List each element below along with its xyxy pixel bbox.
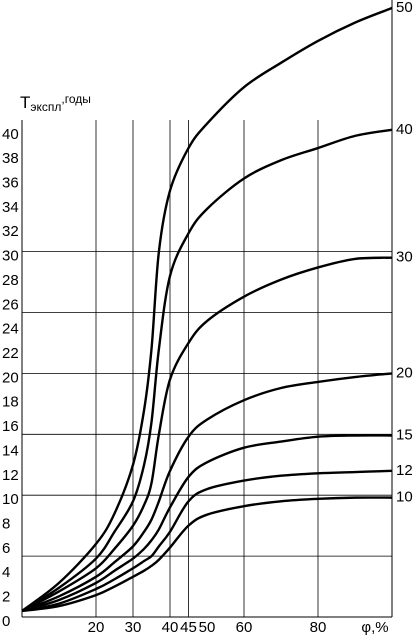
y-tick-label: 18 xyxy=(2,394,19,411)
series-label: 10 xyxy=(396,489,413,506)
y-tick-label: 10 xyxy=(2,491,19,508)
x-tick-label: 45 xyxy=(180,619,197,636)
y-tick-label: 2 xyxy=(2,589,10,606)
y-axis-label: Тэкспл,годы xyxy=(20,92,91,114)
series-label: 30 xyxy=(396,249,413,266)
y-tick-label: 38 xyxy=(2,150,19,167)
y-label-main: Т xyxy=(20,93,30,112)
y-tick-label: 26 xyxy=(2,296,19,313)
series-label: 20 xyxy=(396,364,413,381)
x-tick-label: 60 xyxy=(236,619,253,636)
y-tick-label: 8 xyxy=(2,516,10,533)
x-tick-label: 20 xyxy=(88,619,105,636)
x-tick-label: 30 xyxy=(125,619,142,636)
y-tick-label: 28 xyxy=(2,272,19,289)
series-label: 40 xyxy=(396,121,413,138)
x-axis-label: φ,% xyxy=(361,619,388,636)
y-label-sub: экспл xyxy=(30,100,61,114)
y-tick-label: 22 xyxy=(2,345,19,362)
curve xyxy=(21,434,393,613)
series-label: 12 xyxy=(396,462,413,479)
x-tick-label: 40 xyxy=(162,619,179,636)
y-tick-label: 40 xyxy=(2,126,19,143)
series-label: 50 xyxy=(396,0,413,16)
y-tick-label: 0 xyxy=(2,613,10,630)
y-tick-label: 20 xyxy=(2,369,19,386)
y-tick-label: 6 xyxy=(2,540,10,557)
y-tick-label: 16 xyxy=(2,418,19,435)
curve xyxy=(21,496,393,613)
curve xyxy=(21,128,393,612)
curve xyxy=(21,6,393,612)
y-label-suffix: ,годы xyxy=(61,92,90,106)
y-tick-label: 4 xyxy=(2,564,10,581)
curve xyxy=(21,469,393,613)
y-tick-label: 36 xyxy=(2,174,19,191)
x-tick-label: 80 xyxy=(310,619,327,636)
y-tick-label: 34 xyxy=(2,199,19,216)
y-tick-label: 12 xyxy=(2,467,19,484)
curve xyxy=(21,256,393,612)
y-tick-label: 32 xyxy=(2,223,19,240)
x-tick-label: 50 xyxy=(199,619,216,636)
series-label: 15 xyxy=(396,426,413,443)
y-tick-label: 30 xyxy=(2,248,19,265)
curve xyxy=(21,372,393,613)
y-tick-label: 24 xyxy=(2,321,19,338)
y-tick-label: 14 xyxy=(2,442,19,459)
